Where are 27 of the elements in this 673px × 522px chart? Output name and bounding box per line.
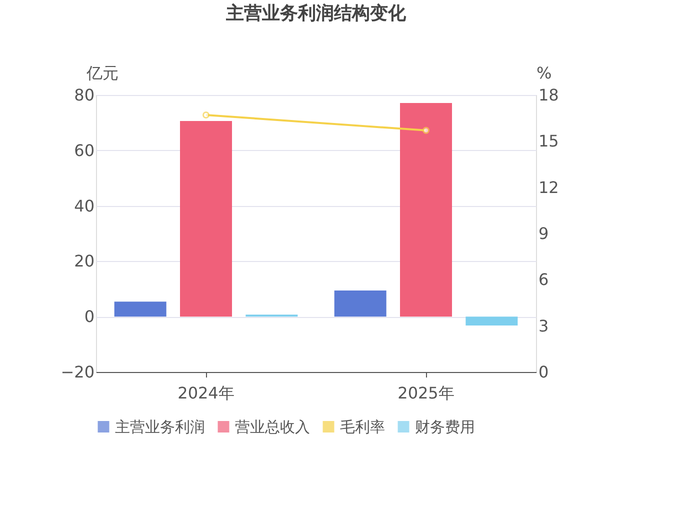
y2-tick-label: 15: [538, 132, 559, 151]
y-tick-label: 40: [74, 196, 94, 216]
x-tick-label: 2025年: [398, 384, 454, 402]
y-tick-label: 0: [84, 307, 94, 326]
x-tick-label: 2024年: [178, 384, 234, 402]
y2-tick-label: 12: [538, 178, 559, 197]
legend-label: 财务费用: [415, 418, 475, 436]
bar: [400, 103, 452, 317]
bar: [180, 121, 232, 317]
y2-tick-label: 9: [538, 224, 549, 243]
y-tick-label: 60: [74, 140, 94, 160]
y-tick-label: −20: [60, 362, 94, 382]
bar: [114, 302, 166, 317]
y2-tick-label: 18: [538, 86, 559, 104]
y2-axis-title: %: [536, 64, 552, 82]
bar: [466, 316, 518, 326]
y-axis-title: 亿元: [86, 64, 118, 82]
y2-tick-label: 6: [538, 270, 549, 290]
y2-tick-label: 0: [538, 362, 549, 382]
legend-label: 主营业务利润: [115, 418, 205, 436]
y-tick-label: 20: [74, 252, 94, 271]
y2-tick-label: 3: [538, 316, 549, 336]
legend-label: 营业总收入: [235, 418, 310, 436]
legend-label: 毛利率: [340, 418, 385, 436]
chart-title: 主营业务利润结构变化: [225, 3, 407, 24]
y-tick-label: 80: [74, 86, 94, 104]
bar: [334, 290, 386, 317]
